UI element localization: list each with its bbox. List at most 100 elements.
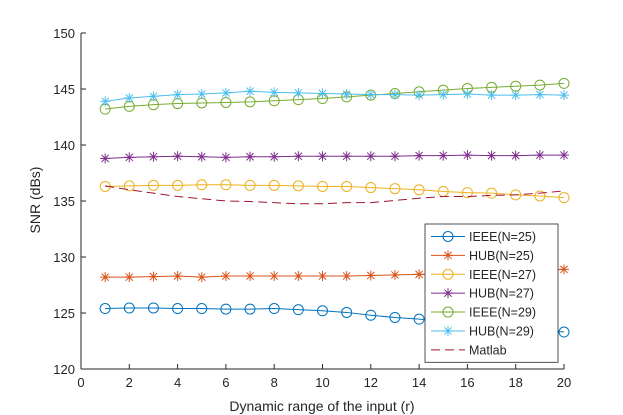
series-line (105, 185, 565, 205)
data-point-circle (268, 179, 280, 191)
data-point-circle (558, 192, 570, 204)
x-tick-label: 20 (557, 375, 571, 390)
data-point-asterisk (443, 325, 453, 336)
data-point-asterisk (443, 250, 453, 261)
data-point-asterisk (365, 151, 376, 162)
data-point-asterisk (124, 92, 135, 103)
x-axis-label: Dynamic range of the input (r) (229, 398, 414, 414)
data-point-asterisk (269, 271, 280, 282)
data-point-circle (172, 303, 184, 315)
data-point-asterisk (534, 150, 545, 161)
data-point-circle (244, 303, 256, 315)
data-point-asterisk (389, 151, 400, 162)
data-point-asterisk (317, 151, 328, 162)
data-point-asterisk (365, 270, 376, 281)
data-point-circle (442, 230, 454, 242)
legend-entry: HUB(N=25) (431, 249, 534, 263)
y-tick-label: 120 (53, 362, 75, 377)
legend-label: IEEE(N=27) (469, 268, 536, 282)
data-point-circle (461, 187, 473, 199)
data-point-circle (558, 77, 570, 89)
x-tick-label: 8 (271, 375, 278, 390)
data-point-asterisk (124, 152, 135, 163)
axes-layer: 0 2 4 6 8 10 12 14 16 18 20 120 125 130 135 140 145 150 (53, 26, 571, 390)
data-point-asterisk (148, 91, 159, 102)
y-tick-label: 150 (53, 26, 75, 41)
data-point-circle (341, 306, 353, 318)
legend-entry: IEEE(N=25) (431, 230, 536, 244)
data-point-asterisk (414, 90, 425, 101)
data-point-asterisk (559, 150, 569, 161)
data-point-circle (244, 179, 256, 191)
legend-entry: IEEE(N=29) (431, 306, 536, 320)
data-point-asterisk (100, 153, 111, 164)
legend-entry: IEEE(N=27) (431, 268, 536, 282)
data-point-asterisk (100, 272, 111, 283)
data-point-circle (389, 311, 401, 323)
data-point-asterisk (245, 86, 256, 97)
data-point-asterisk (269, 151, 280, 162)
data-point-circle (99, 303, 111, 315)
data-point-circle (196, 179, 208, 191)
data-point-asterisk (220, 87, 231, 98)
data-point-asterisk (510, 150, 521, 161)
data-point-asterisk (245, 151, 256, 162)
data-point-asterisk (462, 150, 473, 161)
data-point-circle (413, 313, 425, 325)
data-point-circle (558, 326, 570, 338)
x-tick-label: 16 (460, 375, 474, 390)
data-point-circle (341, 180, 353, 192)
x-tick-label: 2 (126, 375, 133, 390)
data-point-circle (123, 302, 135, 314)
data-point-asterisk (220, 152, 231, 163)
data-point-asterisk (269, 87, 280, 98)
data-point-asterisk (172, 89, 183, 100)
data-point-asterisk (196, 89, 207, 100)
data-point-asterisk (341, 89, 352, 100)
data-point-asterisk (148, 151, 159, 162)
data-point-asterisk (293, 151, 304, 162)
x-tick-label: 0 (77, 375, 84, 390)
data-point-circle (486, 187, 498, 199)
data-point-circle (220, 179, 232, 191)
data-point-asterisk (341, 271, 352, 282)
data-point-asterisk (148, 271, 159, 282)
series-matlab (105, 185, 565, 205)
data-point-circle (147, 179, 159, 191)
data-point-circle (365, 182, 377, 194)
x-tick-label: 12 (364, 375, 378, 390)
data-point-circle (365, 309, 377, 321)
data-point-asterisk (389, 269, 400, 280)
data-point-circle (317, 180, 328, 192)
x-tick-label: 4 (174, 375, 181, 390)
data-point-asterisk (365, 89, 376, 100)
data-point-asterisk (486, 90, 497, 101)
data-point-asterisk (462, 89, 473, 100)
data-point-circle (244, 96, 256, 108)
data-point-circle (317, 305, 328, 317)
legend-label: HUB(N=29) (469, 324, 534, 338)
data-point-asterisk (443, 288, 453, 299)
data-point-asterisk (414, 269, 425, 280)
data-point-circle (172, 179, 184, 191)
legend-label: Matlab (469, 343, 507, 357)
y-tick-label: 130 (53, 250, 75, 265)
data-point-asterisk (172, 271, 183, 282)
data-point-circle (147, 302, 159, 314)
x-tick-label: 10 (315, 375, 329, 390)
data-point-asterisk (559, 90, 569, 101)
data-point-asterisk (559, 264, 569, 275)
legend-entry: Matlab (431, 343, 507, 357)
data-point-circle (389, 183, 401, 195)
series-hub-n-27 (100, 150, 569, 164)
data-point-asterisk (317, 88, 328, 99)
legend-label: IEEE(N=25) (469, 230, 536, 244)
data-point-asterisk (220, 271, 231, 282)
series-line (105, 184, 565, 199)
data-point-asterisk (196, 151, 207, 162)
y-axis-label: SNR (dBs) (27, 167, 43, 234)
series-line (105, 82, 565, 110)
data-point-circle (442, 268, 454, 280)
x-tick-label: 18 (508, 375, 522, 390)
y-tick-label: 125 (53, 306, 75, 321)
